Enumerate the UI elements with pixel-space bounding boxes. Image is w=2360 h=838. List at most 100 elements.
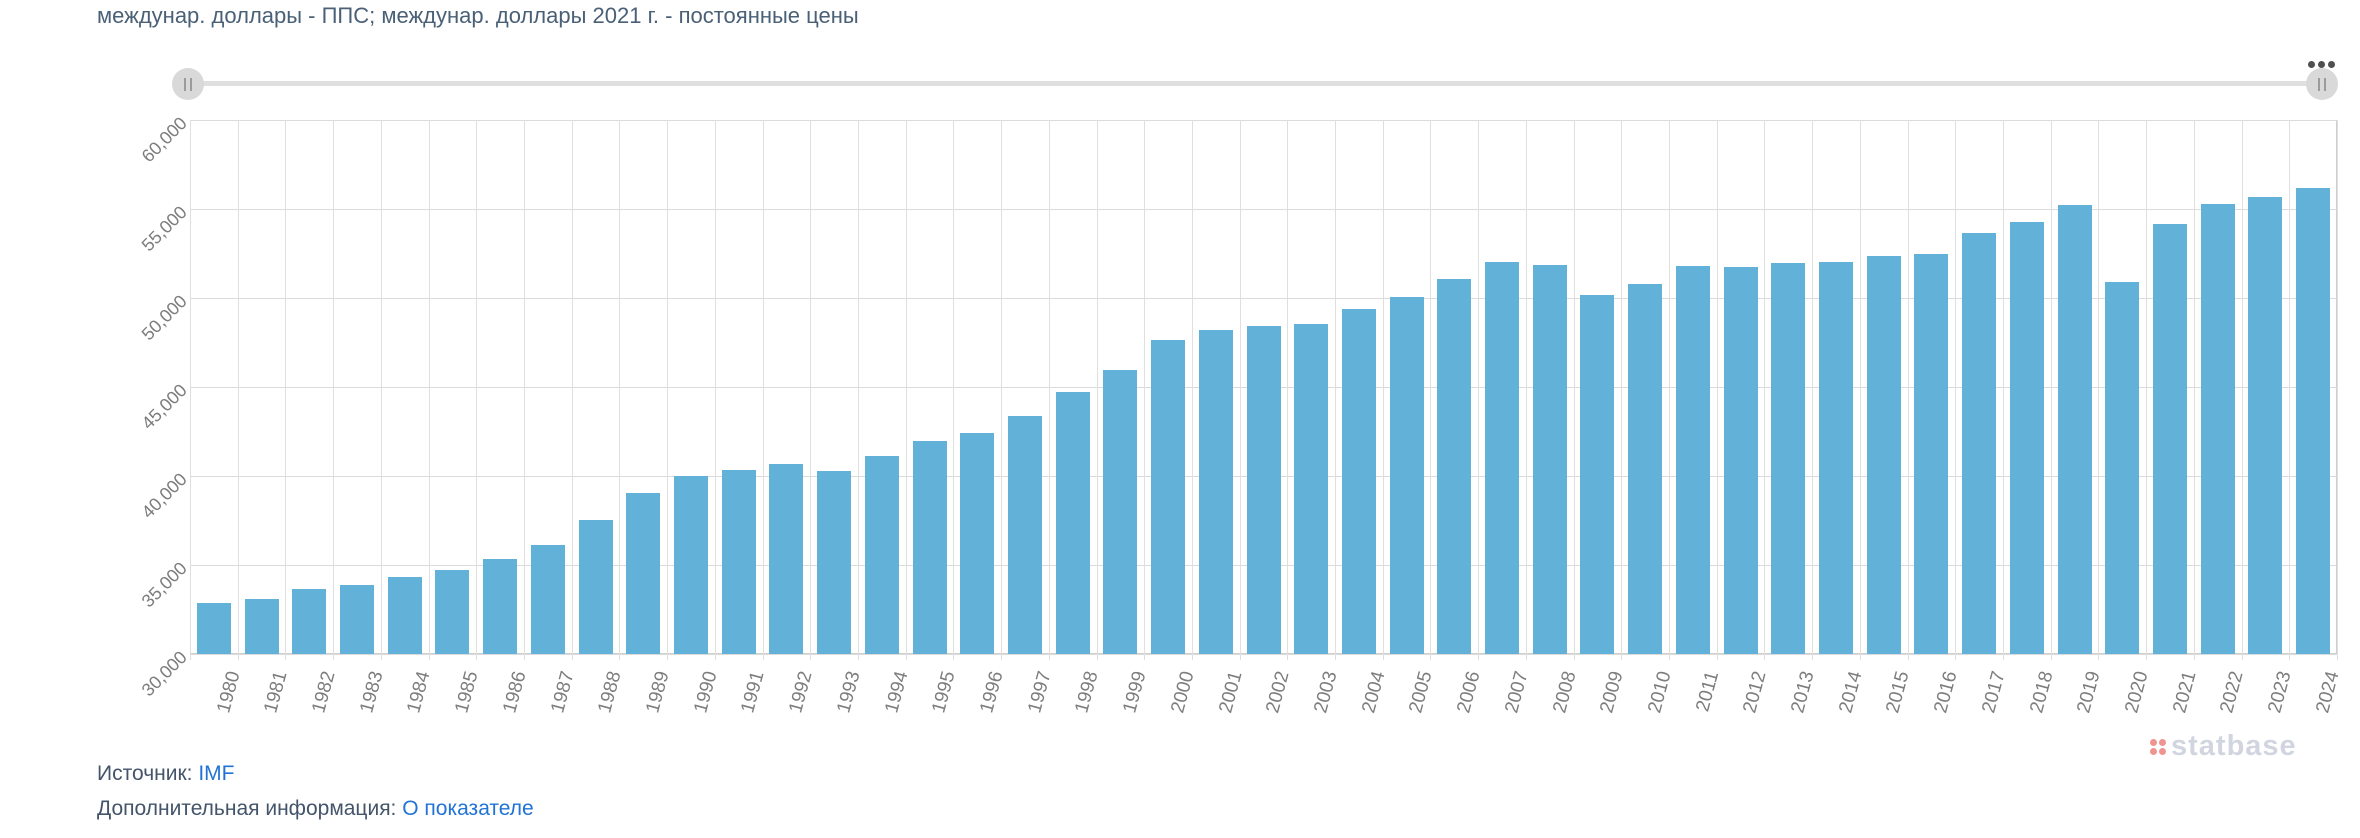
info-link[interactable]: О показателе: [402, 797, 534, 820]
x-axis-tick-label: 1998: [1071, 669, 1103, 716]
y-axis-tick-label: 55,000: [137, 202, 191, 256]
bar-2022[interactable]: [2200, 203, 2235, 654]
x-axis-tick-label: 2009: [1596, 669, 1628, 716]
x-gridline: [619, 120, 621, 660]
bar-1993[interactable]: [817, 470, 852, 654]
statbase-dots-icon: [2150, 738, 2166, 755]
x-gridline: [1191, 120, 1193, 660]
x-axis-tick-label: 1985: [451, 669, 483, 716]
bar-1984[interactable]: [387, 577, 422, 654]
x-axis-tick-label: 1995: [928, 669, 960, 716]
x-axis-tick-label: 2001: [1214, 669, 1247, 716]
bar-2001[interactable]: [1198, 330, 1233, 654]
bar-2021[interactable]: [2153, 224, 2187, 654]
x-axis-tick-label: 2003: [1310, 669, 1342, 716]
bar-1982[interactable]: [292, 589, 327, 654]
x-gridline: [1048, 120, 1050, 660]
x-axis-tick-label: 2022: [2216, 669, 2249, 716]
info-label: Дополнительная информация:: [97, 797, 397, 820]
x-gridline: [714, 120, 716, 660]
x-axis-tick-label: 2017: [1978, 669, 2010, 716]
bar-2020[interactable]: [2105, 281, 2140, 654]
bar-1995[interactable]: [912, 441, 947, 654]
bar-1992[interactable]: [769, 464, 804, 654]
bar-2012[interactable]: [1723, 266, 1758, 654]
bar-1988[interactable]: [578, 519, 613, 654]
bar-2005[interactable]: [1389, 297, 1424, 654]
bar-2014[interactable]: [1819, 262, 1854, 654]
bar-1987[interactable]: [530, 545, 565, 654]
range-slider-right-handle[interactable]: [2306, 68, 2338, 100]
x-axis-tick-label: 2004: [1357, 669, 1390, 716]
bar-1985[interactable]: [435, 570, 470, 654]
bar-1990[interactable]: [673, 476, 708, 654]
bar-1986[interactable]: [483, 558, 518, 654]
x-gridline: [2193, 120, 2195, 660]
bar-2024[interactable]: [2296, 187, 2331, 654]
x-axis-tick-label: 1980: [212, 669, 245, 716]
x-gridline: [1955, 120, 1957, 660]
source-label: Источник:: [97, 762, 193, 785]
x-gridline: [1144, 120, 1146, 660]
bar-2008[interactable]: [1532, 265, 1567, 654]
range-slider-track[interactable]: [190, 81, 2338, 86]
bar-1997[interactable]: [1007, 416, 1042, 654]
bar-2000[interactable]: [1151, 339, 1186, 654]
x-gridline: [1859, 120, 1861, 660]
x-axis-tick-label: 2020: [2121, 669, 2153, 716]
page-title: междунар. доллары - ППС; междунар. долла…: [97, 3, 859, 28]
bar-2004[interactable]: [1341, 308, 1376, 654]
x-gridline: [2098, 120, 2100, 660]
x-axis-tick-label: 2007: [1501, 669, 1533, 716]
x-gridline: [810, 120, 812, 660]
x-axis-tick-label: 2005: [1405, 669, 1437, 716]
bar-2010[interactable]: [1628, 283, 1663, 654]
x-gridline: [857, 120, 859, 660]
bar-1983[interactable]: [339, 584, 374, 654]
bar-1996[interactable]: [960, 433, 995, 654]
bar-2015[interactable]: [1866, 256, 1901, 654]
bar-1989[interactable]: [626, 492, 661, 654]
bar-1991[interactable]: [721, 469, 756, 654]
bar-2006[interactable]: [1437, 279, 1472, 654]
bar-2002[interactable]: [1246, 326, 1281, 654]
y-gridline: [190, 209, 2337, 210]
x-gridline: [1382, 120, 1384, 660]
x-gridline: [380, 120, 382, 660]
bar-2007[interactable]: [1485, 261, 1520, 654]
x-axis-tick-label: 1991: [737, 669, 769, 716]
source-row: Источник: IMF: [97, 762, 234, 786]
range-slider-left-handle[interactable]: [172, 68, 204, 100]
bar-1999[interactable]: [1103, 370, 1138, 654]
x-gridline: [1096, 120, 1098, 660]
bar-2017[interactable]: [1962, 233, 1997, 654]
x-axis-tick-label: 2019: [2073, 669, 2105, 716]
chart-menu-button[interactable]: [2308, 59, 2342, 69]
x-gridline: [2146, 120, 2148, 660]
x-gridline: [333, 120, 335, 660]
x-axis-tick-label: 2013: [1787, 669, 1819, 716]
bar-2009[interactable]: [1580, 295, 1615, 654]
x-gridline: [571, 120, 573, 660]
source-link[interactable]: IMF: [198, 762, 235, 785]
bar-2011[interactable]: [1675, 265, 1710, 654]
bar-2018[interactable]: [2009, 222, 2044, 654]
x-axis-tick-label: 1987: [546, 669, 579, 716]
bar-1998[interactable]: [1055, 392, 1090, 654]
ellipsis-dot-icon: [2308, 60, 2315, 68]
y-gridline: [190, 120, 2337, 121]
bar-1981[interactable]: [244, 598, 279, 654]
bar-2023[interactable]: [2248, 196, 2283, 654]
statbase-watermark-text: statbase: [2171, 730, 2297, 762]
bar-2016[interactable]: [1914, 253, 1949, 654]
bar-1994[interactable]: [864, 456, 899, 654]
bar-1980[interactable]: [196, 603, 231, 654]
bar-2003[interactable]: [1294, 323, 1329, 654]
x-gridline: [428, 120, 430, 660]
bar-2019[interactable]: [2057, 205, 2092, 654]
bar-2013[interactable]: [1771, 263, 1806, 654]
x-gridline: [2241, 120, 2243, 660]
drag-grip-icon: [190, 77, 192, 91]
drag-grip-icon: [184, 77, 186, 91]
